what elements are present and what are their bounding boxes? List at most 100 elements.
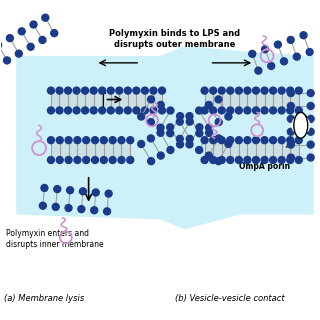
Circle shape [270,107,276,114]
Circle shape [109,137,116,144]
Circle shape [65,156,72,164]
Text: (b) Vesicle-vesicle contact: (b) Vesicle-vesicle contact [175,294,284,303]
Circle shape [205,101,212,108]
Text: (a) Membrane lysis: (a) Membrane lysis [4,294,84,303]
Circle shape [74,156,81,164]
Circle shape [275,41,281,48]
Circle shape [0,42,2,48]
Circle shape [244,107,251,114]
Circle shape [287,156,294,164]
Circle shape [4,57,11,64]
Circle shape [83,156,90,164]
Circle shape [47,107,54,114]
Circle shape [292,116,310,134]
Circle shape [65,107,71,114]
Circle shape [148,158,155,164]
Circle shape [82,87,89,94]
Circle shape [56,107,63,114]
Circle shape [210,156,217,164]
Circle shape [167,124,174,131]
Circle shape [215,158,222,164]
Circle shape [278,137,285,144]
Circle shape [99,87,106,94]
Circle shape [42,14,49,21]
Circle shape [133,107,140,114]
Circle shape [307,141,314,148]
Circle shape [99,107,106,114]
Circle shape [90,107,97,114]
Circle shape [157,152,164,159]
Circle shape [205,152,212,159]
Circle shape [287,141,294,148]
Circle shape [41,185,48,191]
Circle shape [218,87,225,94]
Circle shape [150,107,157,114]
Circle shape [261,107,268,114]
Circle shape [287,87,294,94]
Circle shape [287,137,294,144]
Circle shape [255,67,262,74]
Circle shape [225,113,232,120]
Circle shape [196,124,203,131]
Circle shape [65,204,72,212]
Circle shape [244,87,251,94]
Circle shape [56,137,63,144]
Circle shape [56,156,63,164]
Circle shape [127,156,134,164]
Circle shape [215,135,222,142]
Circle shape [295,87,302,94]
Circle shape [236,156,242,164]
Circle shape [252,137,260,144]
Circle shape [92,189,99,196]
Circle shape [100,137,107,144]
Circle shape [118,156,125,164]
Circle shape [278,156,285,164]
Circle shape [133,87,140,94]
Bar [51,93,162,108]
Circle shape [295,107,302,114]
Circle shape [307,102,314,109]
Circle shape [287,154,294,161]
Circle shape [54,186,61,193]
Ellipse shape [294,112,308,138]
Circle shape [186,135,193,142]
Circle shape [215,119,222,125]
Circle shape [15,50,22,57]
Circle shape [287,90,294,97]
Circle shape [287,116,294,122]
Circle shape [150,87,157,94]
Circle shape [244,156,251,164]
Circle shape [270,156,276,164]
Circle shape [157,124,164,131]
Circle shape [116,87,123,94]
Circle shape [295,137,302,144]
Circle shape [186,141,193,148]
Circle shape [82,107,89,114]
Circle shape [65,87,71,94]
Circle shape [148,96,155,103]
Circle shape [281,58,287,65]
Circle shape [107,87,114,94]
Circle shape [300,32,307,39]
Bar [204,93,299,108]
Text: Polymyxin binds to LPS and
disrupts outer membrane: Polymyxin binds to LPS and disrupts oute… [109,29,240,49]
Circle shape [201,107,208,114]
Circle shape [252,87,260,94]
Circle shape [73,107,80,114]
Circle shape [47,137,54,144]
Circle shape [105,190,112,197]
Circle shape [65,137,72,144]
Circle shape [210,107,217,114]
Circle shape [278,107,285,114]
Circle shape [176,135,183,142]
Circle shape [236,87,242,94]
Circle shape [47,156,54,164]
Circle shape [47,87,54,94]
Text: Polymyxin enters and
disrupts inner membrane: Polymyxin enters and disrupts inner memb… [6,229,104,249]
Circle shape [261,87,268,94]
Circle shape [92,156,99,164]
Circle shape [109,156,116,164]
Circle shape [210,137,217,144]
Circle shape [107,107,114,114]
Circle shape [252,156,260,164]
